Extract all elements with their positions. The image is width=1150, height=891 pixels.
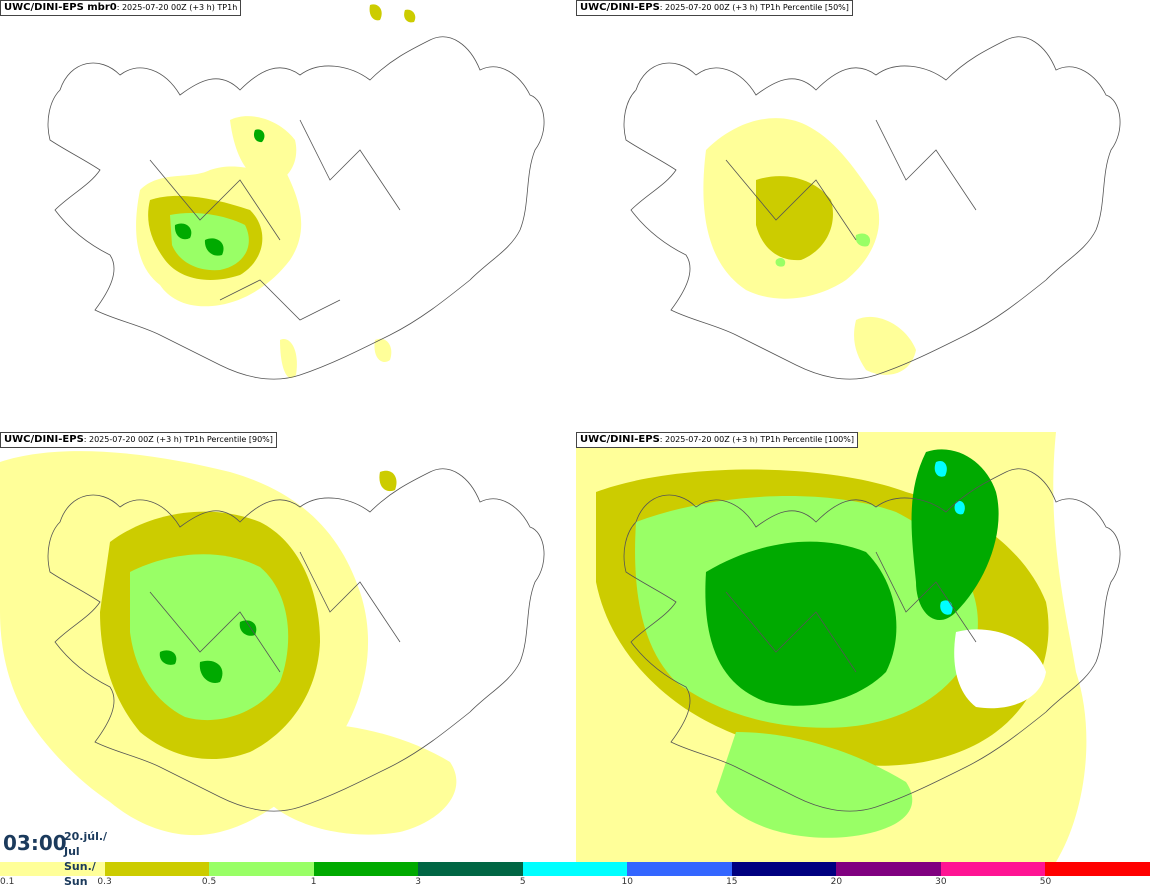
colorbar-label: 50 [1039, 877, 1052, 887]
panel-title: UWC/DINI-EPS: 2025-07-20 00Z (+3 h) TP1h… [576, 432, 858, 448]
colorbar-label: 3 [415, 877, 422, 887]
colorbar-label: 5 [519, 877, 526, 887]
panel-title: UWC/DINI-EPS: 2025-07-20 00Z (+3 h) TP1h… [576, 0, 853, 16]
colorbar-segment [209, 862, 314, 876]
map-p100 [576, 432, 1150, 862]
map-member0 [47, 4, 545, 380]
colorbar-label: 30 [935, 877, 947, 887]
colorbar-label: 20 [830, 877, 843, 887]
map-panel-member0: UWC/DINI-EPS mbr0: 2025-07-20 00Z (+3 h)… [0, 0, 574, 430]
coastline [47, 468, 545, 812]
colorbar-labels: 0.1 0.3 0.5 1 3 5 10 15 20 30 50 [0, 876, 1150, 891]
coastline [47, 36, 545, 380]
colorbar-label: 15 [726, 877, 738, 887]
colorbar-segment [1045, 862, 1150, 876]
coastline [623, 468, 1121, 812]
colorbar-segment [0, 862, 105, 876]
colorbar-label: 0.5 [201, 877, 217, 887]
colorbar-segment [418, 862, 523, 876]
precip-colorbar [0, 862, 1150, 876]
coastline [623, 36, 1121, 380]
colorbar-label: 1 [310, 877, 317, 887]
valid-time-date: 20.júl./ Jul Sun./ Sun [64, 829, 108, 889]
valid-time-clock: 03:00 [3, 831, 67, 855]
colorbar-label: 0.1 [0, 877, 15, 887]
valid-date-line2: Sun./ Sun [64, 860, 96, 888]
precip-field [576, 432, 1150, 862]
map-p90 [0, 451, 545, 836]
colorbar-segment [627, 862, 732, 876]
valid-time-box: 03:00 20.júl./ Jul Sun./ Sun [0, 827, 108, 888]
precip-field [0, 451, 457, 836]
colorbar-label: 10 [621, 877, 633, 887]
colorbar-segment [731, 862, 837, 876]
panel-title: UWC/DINI-EPS: 2025-07-20 00Z (+3 h) TP1h… [0, 432, 277, 448]
precip-field [136, 4, 416, 379]
map-panel-p90: UWC/DINI-EPS: 2025-07-20 00Z (+3 h) TP1h… [0, 432, 574, 862]
map-panel-p100: UWC/DINI-EPS: 2025-07-20 00Z (+3 h) TP1h… [576, 432, 1150, 862]
colorbar-segment [940, 862, 1046, 876]
colorbar-segment [313, 862, 419, 876]
precip-field [703, 118, 916, 375]
map-panel-p50: UWC/DINI-EPS: 2025-07-20 00Z (+3 h) TP1h… [576, 0, 1150, 430]
colorbar-segment [836, 862, 941, 876]
panel-title: UWC/DINI-EPS mbr0: 2025-07-20 00Z (+3 h)… [0, 0, 242, 16]
valid-date-line1: 20.júl./ Jul [64, 830, 108, 858]
colorbar-segment [522, 862, 628, 876]
map-p50 [623, 36, 1121, 380]
colorbar-label: 0.3 [97, 877, 112, 887]
colorbar-segment [104, 862, 210, 876]
